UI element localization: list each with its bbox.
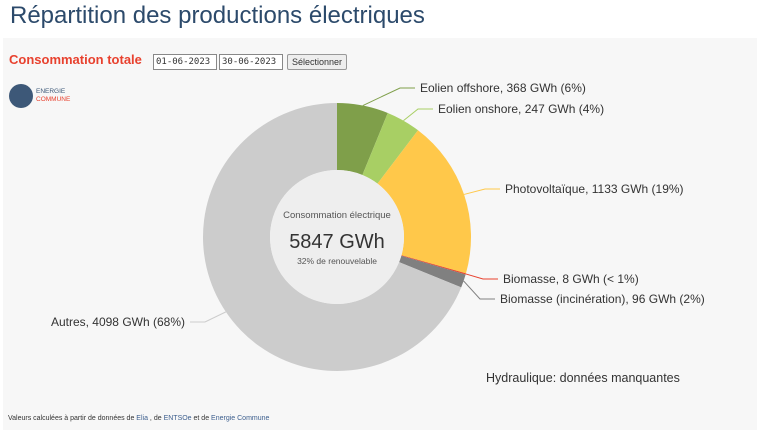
logo-line1: ENERGIE [36,88,66,95]
footer-text: Valeurs calculées à partir de données de [8,415,137,422]
center-value: 5847 GWh [289,231,385,253]
donut-center [270,170,404,304]
label-connector [362,87,415,106]
slice-eolien-offshore[interactable] [337,103,388,175]
elia-link[interactable]: Elia [136,415,148,422]
energie-commune-link[interactable]: Energie Commune [211,415,270,422]
select-button[interactable]: Sélectionner [287,54,348,70]
label-connector [463,280,495,300]
slice-autres[interactable] [203,103,462,371]
slice-biomasse-incinération-[interactable] [399,255,466,288]
label-connector [465,273,498,280]
chart-title: Consommation totale [9,52,142,67]
slice-eolien-onshore[interactable] [362,112,419,184]
page-title: Répartition des productions électriques [10,2,425,29]
logo-icon [9,84,33,108]
label-connector [403,108,433,122]
slice-label: Autres, 4098 GWh (68%) [51,315,185,329]
slice-photovoltaïque[interactable] [377,130,471,274]
slice-label: Eolien offshore, 368 GWh (6%) [420,81,586,95]
footer-text: et de [191,415,212,422]
start-date-input[interactable]: 01-06-2023 [153,54,217,70]
center-title: Consommation électrique [283,210,391,221]
missing-data-note: Hydraulique: données manquantes [486,371,680,385]
footer-sources: Valeurs calculées à partir de données de… [8,415,269,422]
end-date-input[interactable]: 30-06-2023 [219,54,283,70]
slice-label: Eolien onshore, 247 GWh (4%) [438,102,604,116]
footer-text: , de [147,415,164,422]
slice-biomasse[interactable] [401,255,466,275]
slice-label: Biomasse (incinération), 96 GWh (2%) [500,292,705,306]
slice-label: Biomasse, 8 GWh (< 1%) [503,272,639,286]
logo-line2: COMMUNE [36,96,71,103]
entsoe-link[interactable]: ENTSOe [163,415,192,422]
slice-label: Photovoltaïque, 1133 GWh (19%) [505,182,684,196]
label-connector [190,311,227,323]
energie-commune-logo: ENERGIE COMMUNE [9,84,70,108]
center-subtitle: 32% de renouvelable [297,256,377,266]
label-connector [463,188,500,195]
